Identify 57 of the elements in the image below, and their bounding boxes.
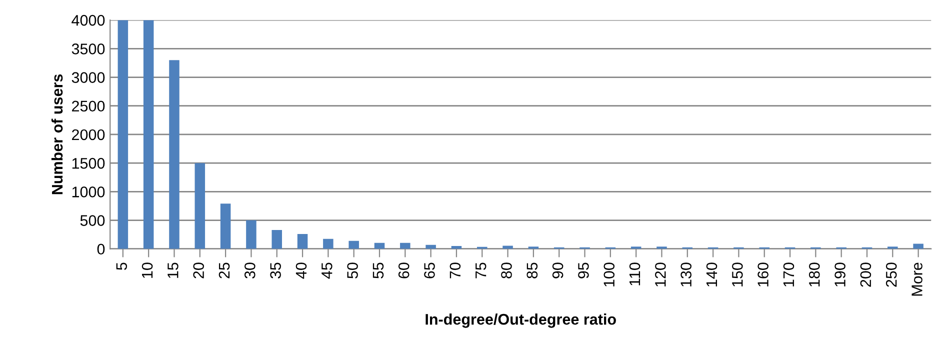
bar bbox=[169, 60, 180, 249]
bar bbox=[913, 244, 924, 249]
x-tick-label: 180 bbox=[808, 262, 820, 286]
bar bbox=[400, 242, 410, 249]
x-tick-label: 50 bbox=[347, 262, 358, 278]
x-tick-label: 25 bbox=[218, 262, 230, 278]
x-tick-label: 15 bbox=[168, 262, 178, 278]
bar bbox=[143, 20, 154, 249]
x-tick-label: 140 bbox=[706, 262, 718, 286]
bar bbox=[118, 20, 128, 249]
bar bbox=[323, 238, 334, 249]
x-tick-label: 200 bbox=[860, 262, 872, 287]
bar bbox=[272, 230, 282, 249]
x-tick-label: 120 bbox=[655, 262, 666, 286]
y-tick-label: 500 bbox=[80, 215, 105, 226]
x-tick-label: 95 bbox=[578, 262, 589, 278]
x-tick-label: 80 bbox=[501, 262, 512, 278]
y-tick-label: 2000 bbox=[72, 129, 105, 140]
x-tick-label: More bbox=[912, 262, 922, 296]
x-tick-label: 110 bbox=[629, 262, 640, 286]
x-tick-label: 5 bbox=[116, 262, 128, 270]
bar bbox=[297, 234, 308, 249]
x-tick-label: 85 bbox=[526, 262, 538, 278]
bar bbox=[348, 240, 359, 249]
y-tick-label: 1000 bbox=[72, 186, 105, 198]
bar bbox=[246, 220, 256, 249]
y-tick-label: 4000 bbox=[72, 14, 105, 26]
bar bbox=[426, 244, 436, 249]
x-tick-label: 45 bbox=[322, 262, 332, 279]
y-tick-label: 3000 bbox=[72, 72, 105, 83]
y-tick-label: 1500 bbox=[72, 158, 105, 169]
bar bbox=[502, 246, 513, 249]
x-tick-label: 35 bbox=[270, 262, 281, 278]
x-tick-label: 75 bbox=[476, 262, 486, 278]
y-tick-label: 2500 bbox=[72, 100, 105, 112]
bar bbox=[194, 163, 206, 249]
x-tick-label: 10 bbox=[142, 262, 153, 278]
x-tick-label: 160 bbox=[758, 262, 768, 286]
x-tick-label: 150 bbox=[732, 262, 743, 286]
x-tick-label: 190 bbox=[834, 262, 846, 286]
x-tick-label: 170 bbox=[783, 262, 794, 286]
x-tick-label: 70 bbox=[450, 262, 461, 278]
x-tick-label: 60 bbox=[398, 262, 410, 278]
bar bbox=[220, 204, 231, 249]
x-tick-label: 90 bbox=[552, 262, 564, 278]
y-axis-title: Number of users bbox=[51, 74, 63, 194]
x-axis-title: In-degree/Out-degree ratio bbox=[426, 314, 616, 328]
x-tick-label: 20 bbox=[193, 262, 204, 278]
x-tick-label: 55 bbox=[372, 262, 384, 278]
x-tick-label: 30 bbox=[244, 262, 256, 278]
y-tick-label: 3500 bbox=[72, 44, 105, 54]
x-tick-label: 40 bbox=[296, 262, 307, 279]
x-tick-label: 130 bbox=[680, 262, 692, 286]
y-tick-label: 0 bbox=[97, 244, 105, 255]
x-tick-label: 100 bbox=[604, 262, 615, 286]
x-tick-label: 65 bbox=[424, 262, 435, 278]
x-tick-label: 250 bbox=[886, 262, 897, 287]
